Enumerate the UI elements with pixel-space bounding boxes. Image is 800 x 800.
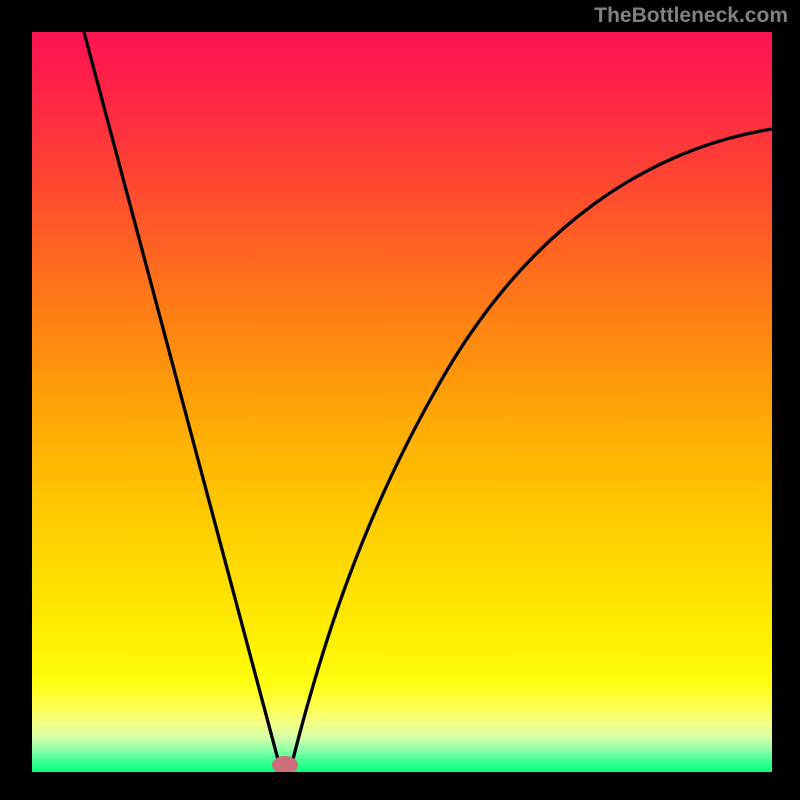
plot-area	[32, 32, 772, 772]
curve-right-branch	[291, 129, 772, 767]
watermark-text: TheBottleneck.com	[594, 4, 788, 28]
curve-left-branch	[84, 32, 280, 767]
curve-layer	[32, 32, 772, 772]
